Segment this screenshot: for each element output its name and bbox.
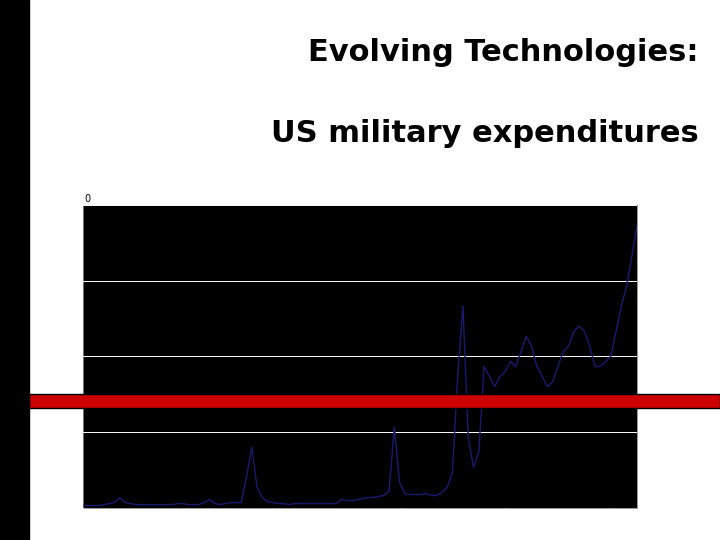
Text: 0: 0 bbox=[84, 194, 90, 204]
Text: Evolving Technologies:: Evolving Technologies: bbox=[308, 38, 698, 67]
Text: US military expenditures: US military expenditures bbox=[271, 119, 698, 148]
